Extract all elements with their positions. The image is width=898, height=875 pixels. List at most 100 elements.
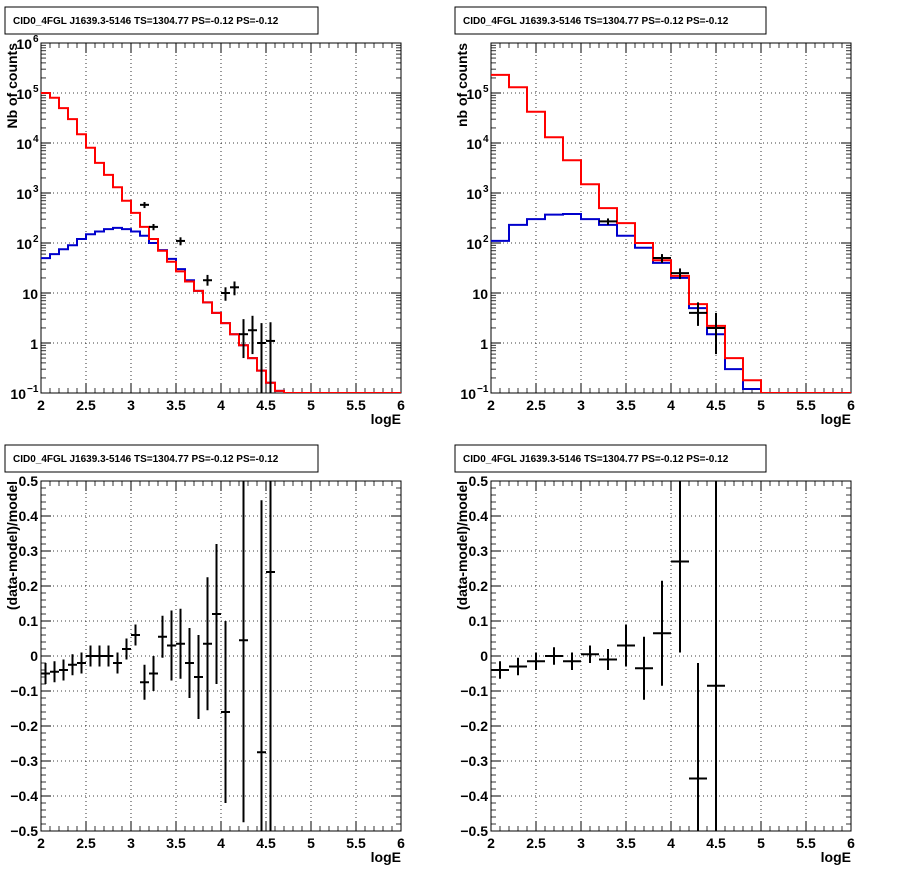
y-tick-label: 10 bbox=[16, 136, 32, 152]
residual-group bbox=[491, 481, 725, 831]
x-tick-label: 4 bbox=[217, 397, 225, 413]
y-tick-label: 0.4 bbox=[19, 508, 39, 524]
x-tick-label: 2.5 bbox=[526, 835, 546, 851]
x-tick-label: 4 bbox=[217, 835, 225, 851]
y-tick-exponent: 5 bbox=[33, 84, 39, 95]
x-tick-label: 2.5 bbox=[76, 397, 96, 413]
y-tick-exponent: 5 bbox=[483, 84, 489, 95]
x-tick-label: 5.5 bbox=[796, 397, 816, 413]
y-tick-label: 0 bbox=[480, 648, 488, 664]
y-tick-label: −0.3 bbox=[460, 753, 488, 769]
x-axis-label: logE bbox=[821, 849, 851, 865]
y-tick-label: 10 bbox=[16, 236, 32, 252]
x-tick-label: 3.5 bbox=[616, 397, 636, 413]
y-tick-label: 0.4 bbox=[469, 508, 489, 524]
y-tick-label: −0.4 bbox=[10, 788, 38, 804]
x-tick-label: 2 bbox=[37, 835, 45, 851]
y-tick-label: 1 bbox=[480, 336, 488, 352]
y-tick-label: 10 bbox=[466, 186, 482, 202]
y-tick-exponent: 6 bbox=[33, 34, 39, 45]
y-tick-label: 0.1 bbox=[469, 613, 489, 629]
panel-bottom-right: CID0_4FGL J1639.3-5146 TS=1304.77 PS=-0.… bbox=[454, 444, 855, 865]
y-tick-exponent: 3 bbox=[33, 184, 39, 195]
y-tick-label: 0.5 bbox=[19, 473, 39, 489]
y-axis-label: nb of counts bbox=[454, 43, 470, 127]
y-tick-label: −0.2 bbox=[10, 718, 38, 734]
y-tick-label: 10 bbox=[10, 386, 26, 402]
chart-title: CID0_4FGL J1639.3-5146 TS=1304.77 PS=-0.… bbox=[463, 454, 729, 465]
y-tick-label: 0.3 bbox=[469, 543, 489, 559]
title-box bbox=[4, 6, 319, 35]
y-tick-exponent: 2 bbox=[33, 234, 39, 245]
title-box bbox=[454, 6, 767, 35]
y-axis-label: (data-model)/model bbox=[4, 481, 20, 610]
chart-title: CID0_4FGL J1639.3-5146 TS=1304.77 PS=-0.… bbox=[13, 454, 279, 465]
title-box bbox=[454, 444, 767, 473]
x-tick-label: 2 bbox=[37, 397, 45, 413]
x-tick-label: 6 bbox=[397, 397, 405, 413]
x-tick-label: 4.5 bbox=[706, 397, 726, 413]
x-tick-label: 3 bbox=[127, 835, 135, 851]
y-tick-exponent: −1 bbox=[27, 384, 39, 395]
panel-top-left: CID0_4FGL J1639.3-5146 TS=1304.77 PS=-0.… bbox=[4, 6, 405, 427]
x-tick-label: 2 bbox=[487, 835, 495, 851]
x-tick-label: 3 bbox=[577, 835, 585, 851]
y-tick-label: −0.5 bbox=[10, 823, 38, 839]
x-tick-label: 3 bbox=[127, 397, 135, 413]
chart-title: CID0_4FGL J1639.3-5146 TS=1304.77 PS=-0.… bbox=[463, 16, 729, 27]
x-tick-label: 3.5 bbox=[166, 397, 186, 413]
y-tick-exponent: −1 bbox=[477, 384, 489, 395]
x-tick-label: 3.5 bbox=[166, 835, 186, 851]
y-tick-label: −0.4 bbox=[460, 788, 488, 804]
x-tick-label: 4.5 bbox=[706, 835, 726, 851]
y-tick-label: 10 bbox=[466, 86, 482, 102]
y-tick-label: 0.1 bbox=[19, 613, 39, 629]
y-tick-label: 0.3 bbox=[19, 543, 39, 559]
y-tick-label: −0.1 bbox=[10, 683, 38, 699]
x-tick-label: 5 bbox=[757, 397, 765, 413]
y-tick-label: −0.5 bbox=[460, 823, 488, 839]
x-tick-label: 5 bbox=[307, 397, 315, 413]
x-tick-label: 3 bbox=[577, 397, 585, 413]
x-tick-label: 5.5 bbox=[346, 397, 366, 413]
y-tick-label: 0.2 bbox=[469, 578, 489, 594]
x-tick-label: 5 bbox=[757, 835, 765, 851]
y-tick-label: −0.3 bbox=[10, 753, 38, 769]
x-tick-label: 4.5 bbox=[256, 835, 276, 851]
y-tick-label: 0 bbox=[30, 648, 38, 664]
x-tick-label: 4.5 bbox=[256, 397, 276, 413]
residual-group bbox=[41, 481, 275, 831]
x-tick-label: 6 bbox=[847, 397, 855, 413]
x-tick-label: 3.5 bbox=[616, 835, 636, 851]
y-tick-label: 0.5 bbox=[469, 473, 489, 489]
y-axis-label: Nb of counts bbox=[4, 43, 20, 129]
y-tick-label: 10 bbox=[16, 186, 32, 202]
panel-top-right: CID0_4FGL J1639.3-5146 TS=1304.77 PS=-0.… bbox=[454, 6, 855, 427]
x-tick-label: 4 bbox=[667, 835, 675, 851]
title-box bbox=[4, 444, 319, 473]
x-tick-label: 6 bbox=[397, 835, 405, 851]
histogram-series-red bbox=[491, 73, 851, 393]
y-tick-exponent: 3 bbox=[483, 184, 489, 195]
histogram-series-blue bbox=[41, 226, 401, 393]
y-tick-exponent: 2 bbox=[483, 234, 489, 245]
y-tick-label: 10 bbox=[466, 136, 482, 152]
y-tick-label: 10 bbox=[16, 86, 32, 102]
x-tick-label: 5 bbox=[307, 835, 315, 851]
x-tick-label: 4 bbox=[667, 397, 675, 413]
y-tick-label: 10 bbox=[460, 386, 476, 402]
series-group bbox=[491, 73, 851, 393]
y-axis-label: (data-model)/model bbox=[454, 481, 470, 610]
y-tick-label: −0.2 bbox=[460, 718, 488, 734]
histogram-series-red bbox=[41, 92, 401, 393]
x-tick-label: 2 bbox=[487, 397, 495, 413]
y-tick-exponent: 4 bbox=[483, 134, 489, 145]
series-group bbox=[41, 92, 401, 393]
panel-bottom-left: CID0_4FGL J1639.3-5146 TS=1304.77 PS=-0.… bbox=[4, 444, 405, 865]
x-axis-label: logE bbox=[821, 411, 851, 427]
y-tick-label: 10 bbox=[22, 286, 38, 302]
x-tick-label: 2.5 bbox=[526, 397, 546, 413]
y-tick-exponent: 4 bbox=[33, 134, 39, 145]
x-tick-label: 2.5 bbox=[76, 835, 96, 851]
